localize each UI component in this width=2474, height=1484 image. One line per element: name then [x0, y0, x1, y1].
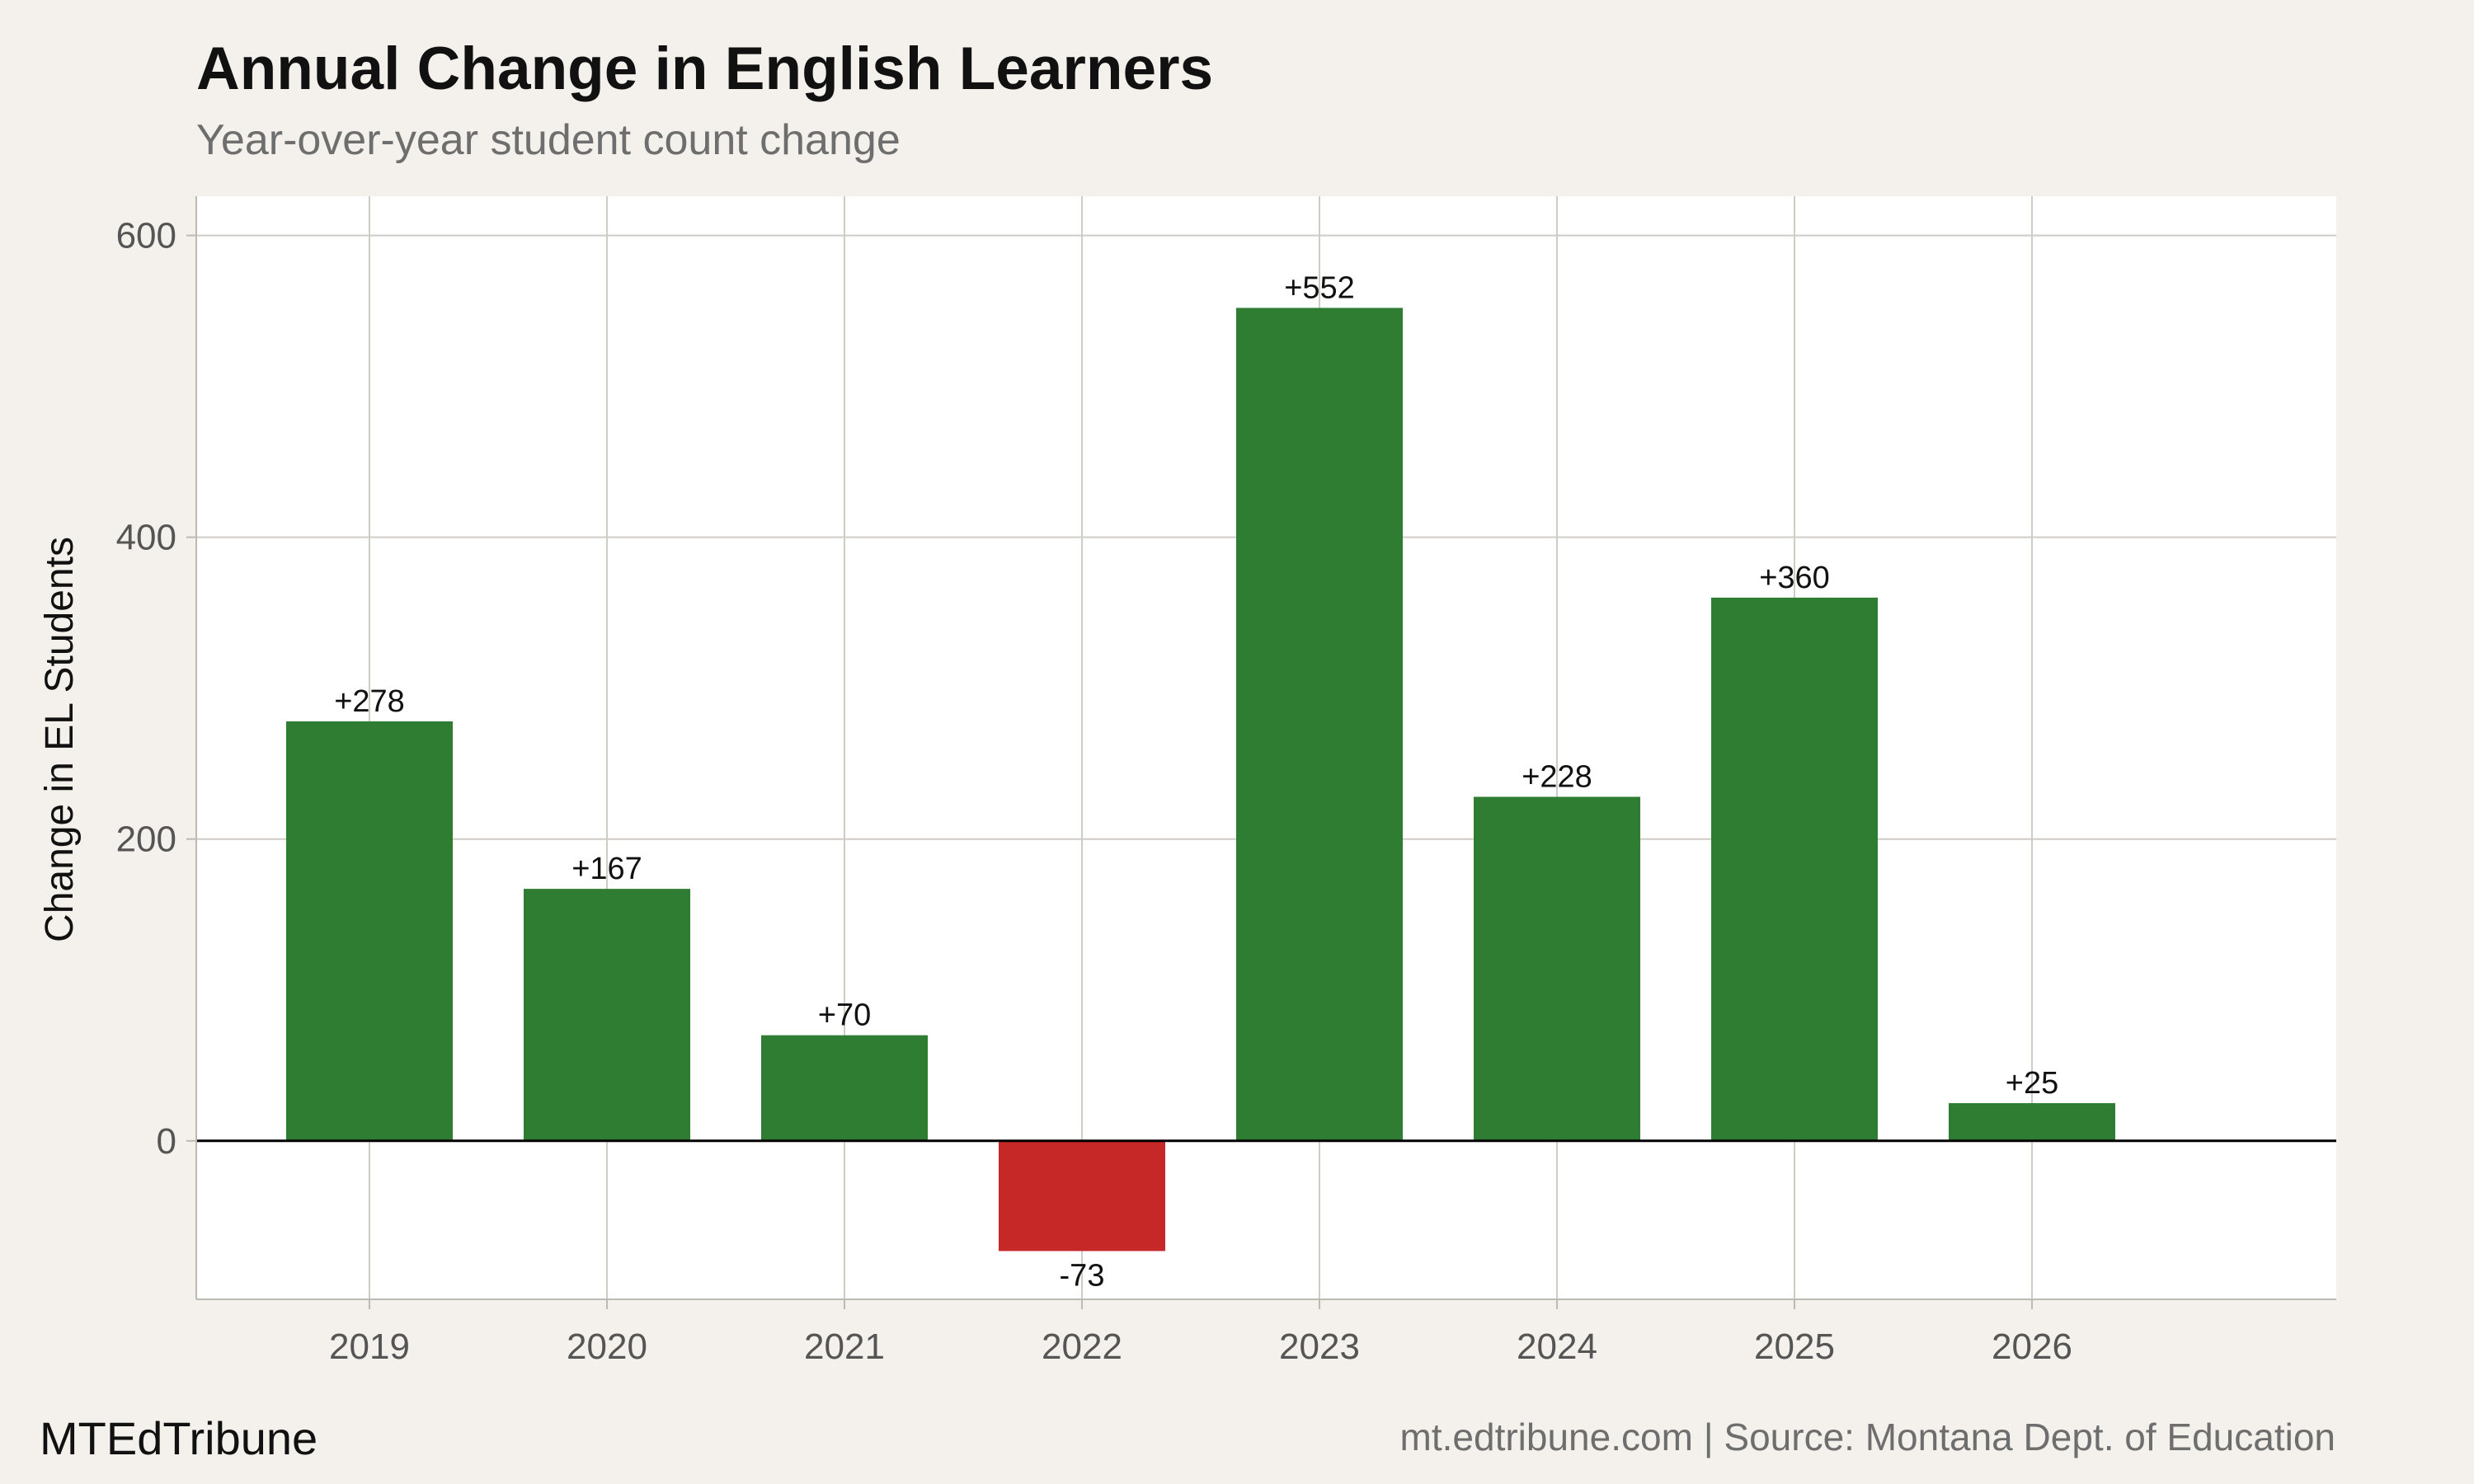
bar-value-label: -73	[1060, 1258, 1105, 1293]
y-tick-label: 400	[116, 518, 176, 558]
chart-title: Annual Change in English Learners	[196, 35, 1214, 102]
bar-value-label: +167	[571, 852, 642, 886]
bar	[761, 1035, 928, 1141]
x-tick-label: 2025	[1754, 1327, 1835, 1367]
bar	[524, 889, 690, 1141]
bar	[1236, 308, 1403, 1141]
y-tick-label: 200	[116, 819, 176, 860]
bars	[286, 308, 2115, 1252]
bar-value-label: +552	[1284, 270, 1355, 305]
bar-value-label: +360	[1759, 561, 1830, 595]
bar-value-label: +228	[1522, 759, 1592, 794]
bar-value-label: +278	[334, 684, 405, 719]
x-tick-label: 2023	[1279, 1327, 1360, 1367]
chart-subtitle: Year-over-year student count change	[196, 116, 901, 164]
bar	[999, 1140, 1165, 1252]
y-axis-title: Change in EL Students	[38, 537, 82, 942]
bar	[1949, 1103, 2115, 1141]
x-tick-label: 2021	[804, 1327, 885, 1367]
bar	[286, 721, 453, 1141]
axes: 0 200 400 600 2019 2020 2021 2022 2023 2024 2025 20…	[116, 196, 2336, 1367]
bar-value-label: +25	[2006, 1066, 2058, 1101]
x-tick-label: 2026	[1992, 1327, 2072, 1367]
x-tick-label: 2019	[329, 1327, 410, 1367]
y-tick-label: 600	[116, 216, 176, 256]
bar	[1474, 796, 1640, 1141]
x-tick-label: 2020	[567, 1327, 647, 1367]
footer-brand: MTEdTribune	[40, 1412, 318, 1464]
bar	[1711, 597, 1878, 1141]
x-tick-label: 2022	[1042, 1327, 1122, 1367]
footer-source: mt.edtribune.com | Source: Montana Dept.…	[1399, 1416, 2335, 1458]
y-tick-label: 0	[157, 1121, 176, 1162]
bar-labels: +278 +167 +70 -73 +552 +228 +360 +25	[334, 270, 2058, 1293]
x-tick-label: 2024	[1517, 1327, 1597, 1367]
bar-value-label: +70	[818, 998, 871, 1033]
